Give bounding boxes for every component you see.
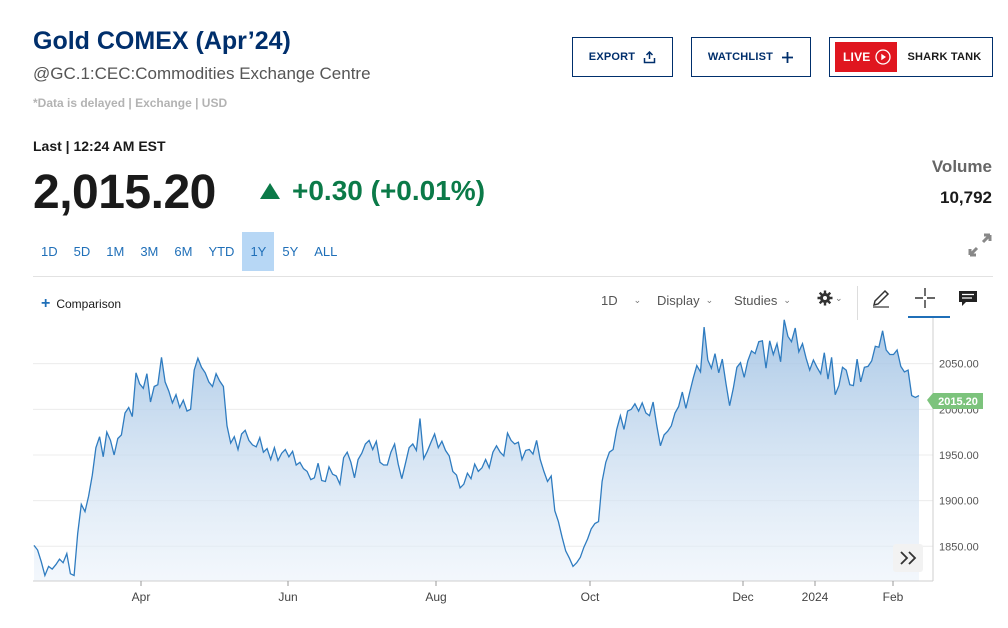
x-tick-label: Oct bbox=[581, 590, 600, 604]
studies-dropdown[interactable]: Studies ⌄ bbox=[734, 293, 791, 308]
range-tabs: 1D 5D 1M 3M 6M YTD 1Y 5Y ALL bbox=[33, 232, 345, 271]
live-tv-button[interactable]: LIVE SHARK TANK bbox=[829, 37, 993, 77]
last-price: 2,015.20 bbox=[33, 166, 216, 219]
instrument-subtitle: @GC.1:CEC:Commodities Exchange Centre bbox=[33, 64, 371, 83]
live-label: LIVE bbox=[843, 50, 871, 64]
range-tab-6m[interactable]: 6M bbox=[174, 244, 193, 259]
export-button-label: EXPORT bbox=[588, 51, 636, 63]
range-tab-1m[interactable]: 1M bbox=[106, 244, 125, 259]
export-button[interactable]: EXPORT bbox=[572, 37, 673, 77]
toolbar-separator bbox=[857, 286, 858, 320]
plus-icon: + bbox=[41, 295, 51, 312]
y-tick-label: 2050.00 bbox=[939, 359, 979, 371]
x-tick-label: Aug bbox=[425, 590, 446, 604]
pencil-icon[interactable] bbox=[871, 288, 891, 308]
delay-note: *Data is delayed | Exchange | USD bbox=[33, 96, 228, 110]
range-tab-ytd[interactable]: YTD bbox=[208, 244, 235, 259]
share-icon bbox=[643, 50, 656, 63]
x-tick-label: Apr bbox=[132, 590, 151, 604]
comparison-label: Comparison bbox=[56, 297, 122, 311]
last-updated: Last | 12:24 AM EST bbox=[33, 138, 166, 154]
x-tick-label: Feb bbox=[883, 590, 904, 604]
price-chart[interactable]: Apr Jun Aug Oct Dec 2024 Feb 1850.00 1900.00 195… bbox=[33, 318, 1008, 608]
x-axis-ticks: Apr Jun Aug Oct Dec 2024 Feb bbox=[132, 581, 904, 604]
double-chevron-icon bbox=[900, 551, 917, 565]
volume-label: Volume bbox=[931, 157, 992, 176]
price-line bbox=[33, 319, 920, 578]
studies-label: Studies bbox=[734, 293, 778, 308]
watchlist-button-label: WATCHLIST bbox=[707, 51, 774, 63]
chevron-down-icon: ⌄ bbox=[633, 295, 642, 305]
comment-icon[interactable] bbox=[958, 290, 978, 308]
last-price-tag-label: 2015.20 bbox=[938, 396, 978, 408]
volume-value: 10,792 bbox=[940, 188, 992, 207]
last-price-tag: 2015.20 bbox=[927, 393, 983, 409]
range-tab-all[interactable]: ALL bbox=[314, 244, 338, 259]
watchlist-button[interactable]: WATCHLIST bbox=[691, 37, 811, 77]
play-icon bbox=[875, 49, 892, 65]
y-tick-label: 1900.00 bbox=[939, 496, 979, 508]
range-tab-1d[interactable]: 1D bbox=[41, 244, 58, 259]
crosshair-icon[interactable] bbox=[914, 287, 936, 309]
price-change-value: +0.30 (+0.01%) bbox=[292, 175, 486, 206]
range-tab-5d[interactable]: 5D bbox=[73, 244, 91, 259]
display-label: Display bbox=[657, 293, 700, 308]
interval-label: 1D bbox=[601, 293, 618, 308]
chevron-down-icon: ⌄ bbox=[705, 295, 714, 305]
up-triangle-icon bbox=[260, 183, 280, 199]
x-tick-label: Dec bbox=[732, 590, 753, 604]
scroll-right-button[interactable] bbox=[893, 544, 923, 572]
section-divider bbox=[33, 276, 993, 277]
settings-dropdown[interactable]: ⌄ bbox=[817, 290, 843, 306]
active-tool-indicator bbox=[908, 316, 950, 318]
chevron-down-icon: ⌄ bbox=[835, 292, 843, 303]
price-change: +0.30 (+0.01%) bbox=[259, 175, 485, 207]
interval-dropdown[interactable]: 1D ⌄ bbox=[601, 293, 641, 308]
x-tick-label: Jun bbox=[278, 590, 297, 604]
chevron-down-icon: ⌄ bbox=[783, 295, 791, 305]
live-show-label: SHARK TANK bbox=[907, 51, 982, 63]
range-tab-3m[interactable]: 3M bbox=[140, 244, 159, 259]
y-tick-label: 1950.00 bbox=[939, 450, 979, 462]
display-dropdown[interactable]: Display ⌄ bbox=[657, 293, 713, 308]
range-tab-1y[interactable]: 1Y bbox=[242, 232, 275, 271]
comparison-button[interactable]: + Comparison bbox=[41, 295, 121, 313]
instrument-title: Gold COMEX (Apr’24) bbox=[33, 27, 291, 55]
y-tick-label: 1850.00 bbox=[939, 541, 979, 553]
price-area bbox=[34, 319, 919, 581]
plus-icon bbox=[782, 51, 794, 63]
range-tab-5y[interactable]: 5Y bbox=[282, 244, 299, 259]
gear-icon bbox=[817, 290, 833, 306]
x-tick-label: 2024 bbox=[802, 590, 829, 604]
live-badge: LIVE bbox=[835, 42, 898, 72]
expand-icon[interactable] bbox=[966, 231, 994, 259]
